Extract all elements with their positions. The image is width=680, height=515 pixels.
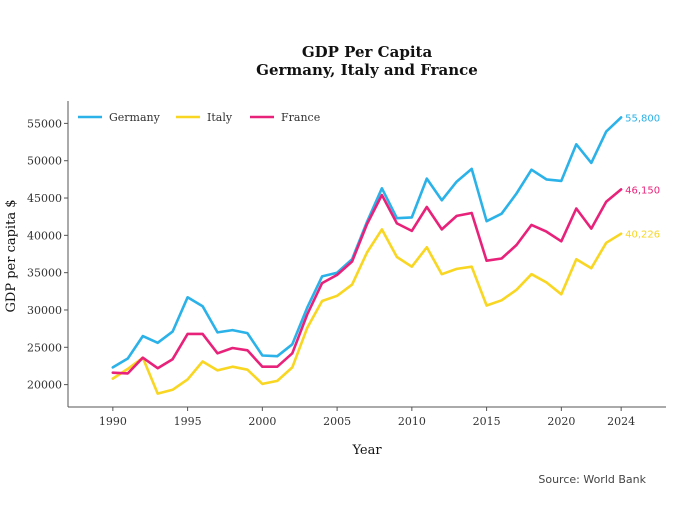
series-lines: 55,800 40,226 46,150	[111, 113, 660, 395]
x-tick-label: 1995	[174, 415, 202, 428]
legend-label-germany: Germany	[109, 111, 161, 124]
end-value-label-germany: 55,800	[625, 113, 660, 124]
y-tick-label: 50000	[27, 155, 62, 168]
y-axis-label: GDP per capita $	[4, 200, 19, 313]
series-line-germany	[111, 116, 623, 369]
legend-label-france: France	[281, 111, 320, 124]
y-tick-label: 35000	[27, 267, 62, 280]
x-tick-label: 2024	[607, 415, 635, 428]
x-tick-label: 2000	[248, 415, 276, 428]
chart-subtitle: Germany, Italy and France	[256, 61, 478, 79]
x-axis-label: Year	[351, 443, 382, 458]
end-value-label-france: 46,150	[625, 185, 660, 196]
legend: Germany Italy France	[78, 111, 320, 124]
y-tick-label: 25000	[27, 341, 62, 354]
series-line-italy	[111, 228, 623, 395]
y-tick-label: 20000	[27, 379, 62, 392]
x-tick-label: 2015	[473, 415, 501, 428]
x-tick-label: 2005	[323, 415, 351, 428]
x-tick-label: 2020	[547, 415, 575, 428]
x-tick-label: 2010	[398, 415, 426, 428]
legend-label-italy: Italy	[207, 111, 233, 124]
y-tick-label: 55000	[27, 117, 62, 130]
end-value-label-italy: 40,226	[625, 230, 660, 241]
y-tick-label: 45000	[27, 192, 62, 205]
source-note: Source: World Bank	[538, 473, 646, 486]
axes: 20000 25000 30000 35000 40000 45000 50000 55000…	[27, 101, 666, 428]
y-tick-label: 30000	[27, 304, 62, 317]
y-tick-label: 40000	[27, 229, 62, 242]
series-line-france	[111, 188, 623, 375]
x-tick-label: 1990	[99, 415, 127, 428]
chart-title: GDP Per Capita	[302, 43, 433, 61]
